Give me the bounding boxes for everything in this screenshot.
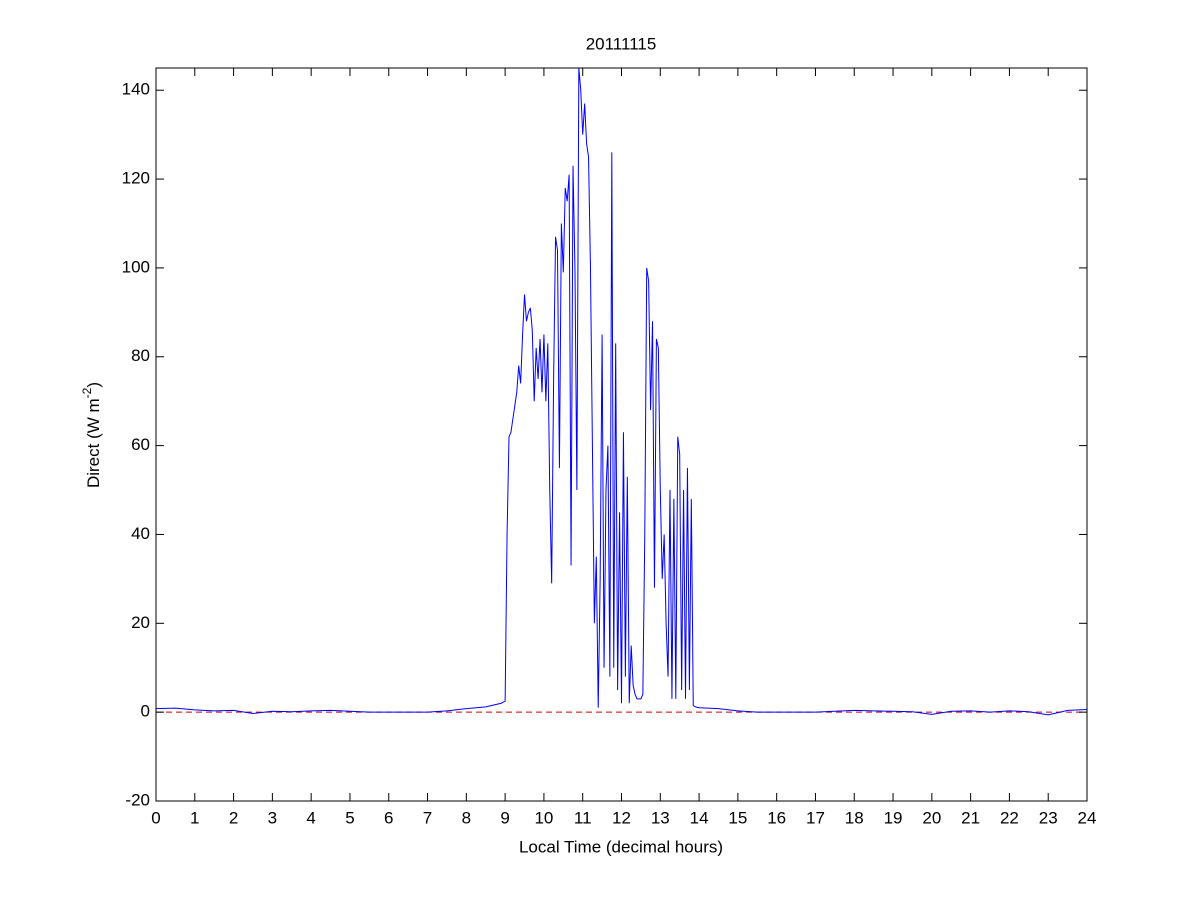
x-tick-label: 12 xyxy=(612,808,631,827)
y-tick-label: 20 xyxy=(131,613,150,632)
x-tick-label: 8 xyxy=(462,808,471,827)
x-tick-label: 9 xyxy=(500,808,509,827)
x-tick-label: 2 xyxy=(229,808,238,827)
y-tick-label: 120 xyxy=(122,169,150,188)
x-tick-label: 17 xyxy=(806,808,825,827)
x-tick-label: 7 xyxy=(423,808,432,827)
x-tick-label: 15 xyxy=(728,808,747,827)
chart-title: 20111115 xyxy=(586,34,657,53)
x-tick-label: 20 xyxy=(922,808,941,827)
data-line xyxy=(155,67,1088,716)
x-tick-label: 1 xyxy=(190,808,199,827)
x-tick-label: 5 xyxy=(345,808,354,827)
y-tick-label: 80 xyxy=(131,346,150,365)
x-tick-label: 22 xyxy=(1000,808,1019,827)
x-tick-label: 3 xyxy=(268,808,277,827)
y-label-text: Direct (W m xyxy=(84,398,103,488)
y-tick-label: 60 xyxy=(131,435,150,454)
y-label-sup: -2 xyxy=(80,387,94,398)
x-axis-label: Local Time (decimal hours) xyxy=(519,837,723,856)
y-tick-label: -20 xyxy=(125,790,150,809)
y-tick-label: 0 xyxy=(141,702,150,721)
x-tick-label: 16 xyxy=(767,808,786,827)
x-tick-label: 23 xyxy=(1039,808,1058,827)
y-label-end: ) xyxy=(84,382,103,388)
y-tick-label: 100 xyxy=(122,257,150,276)
x-tick-label: 14 xyxy=(690,808,709,827)
x-tick-label: 18 xyxy=(845,808,864,827)
x-tick-label: 24 xyxy=(1078,808,1097,827)
x-tick-label: 0 xyxy=(151,808,160,827)
x-tick-label: 21 xyxy=(961,808,980,827)
x-tick-label: 10 xyxy=(534,808,553,827)
x-tick-label: 19 xyxy=(884,808,903,827)
x-tick-label: 6 xyxy=(384,808,393,827)
y-tick-label: 40 xyxy=(131,524,150,543)
y-axis-label: Direct (W m-2) xyxy=(80,382,103,488)
y-tick-label: 140 xyxy=(122,80,150,99)
x-tick-label: 13 xyxy=(651,808,670,827)
x-tick-label: 4 xyxy=(306,808,315,827)
x-tick-label: 11 xyxy=(574,808,592,827)
